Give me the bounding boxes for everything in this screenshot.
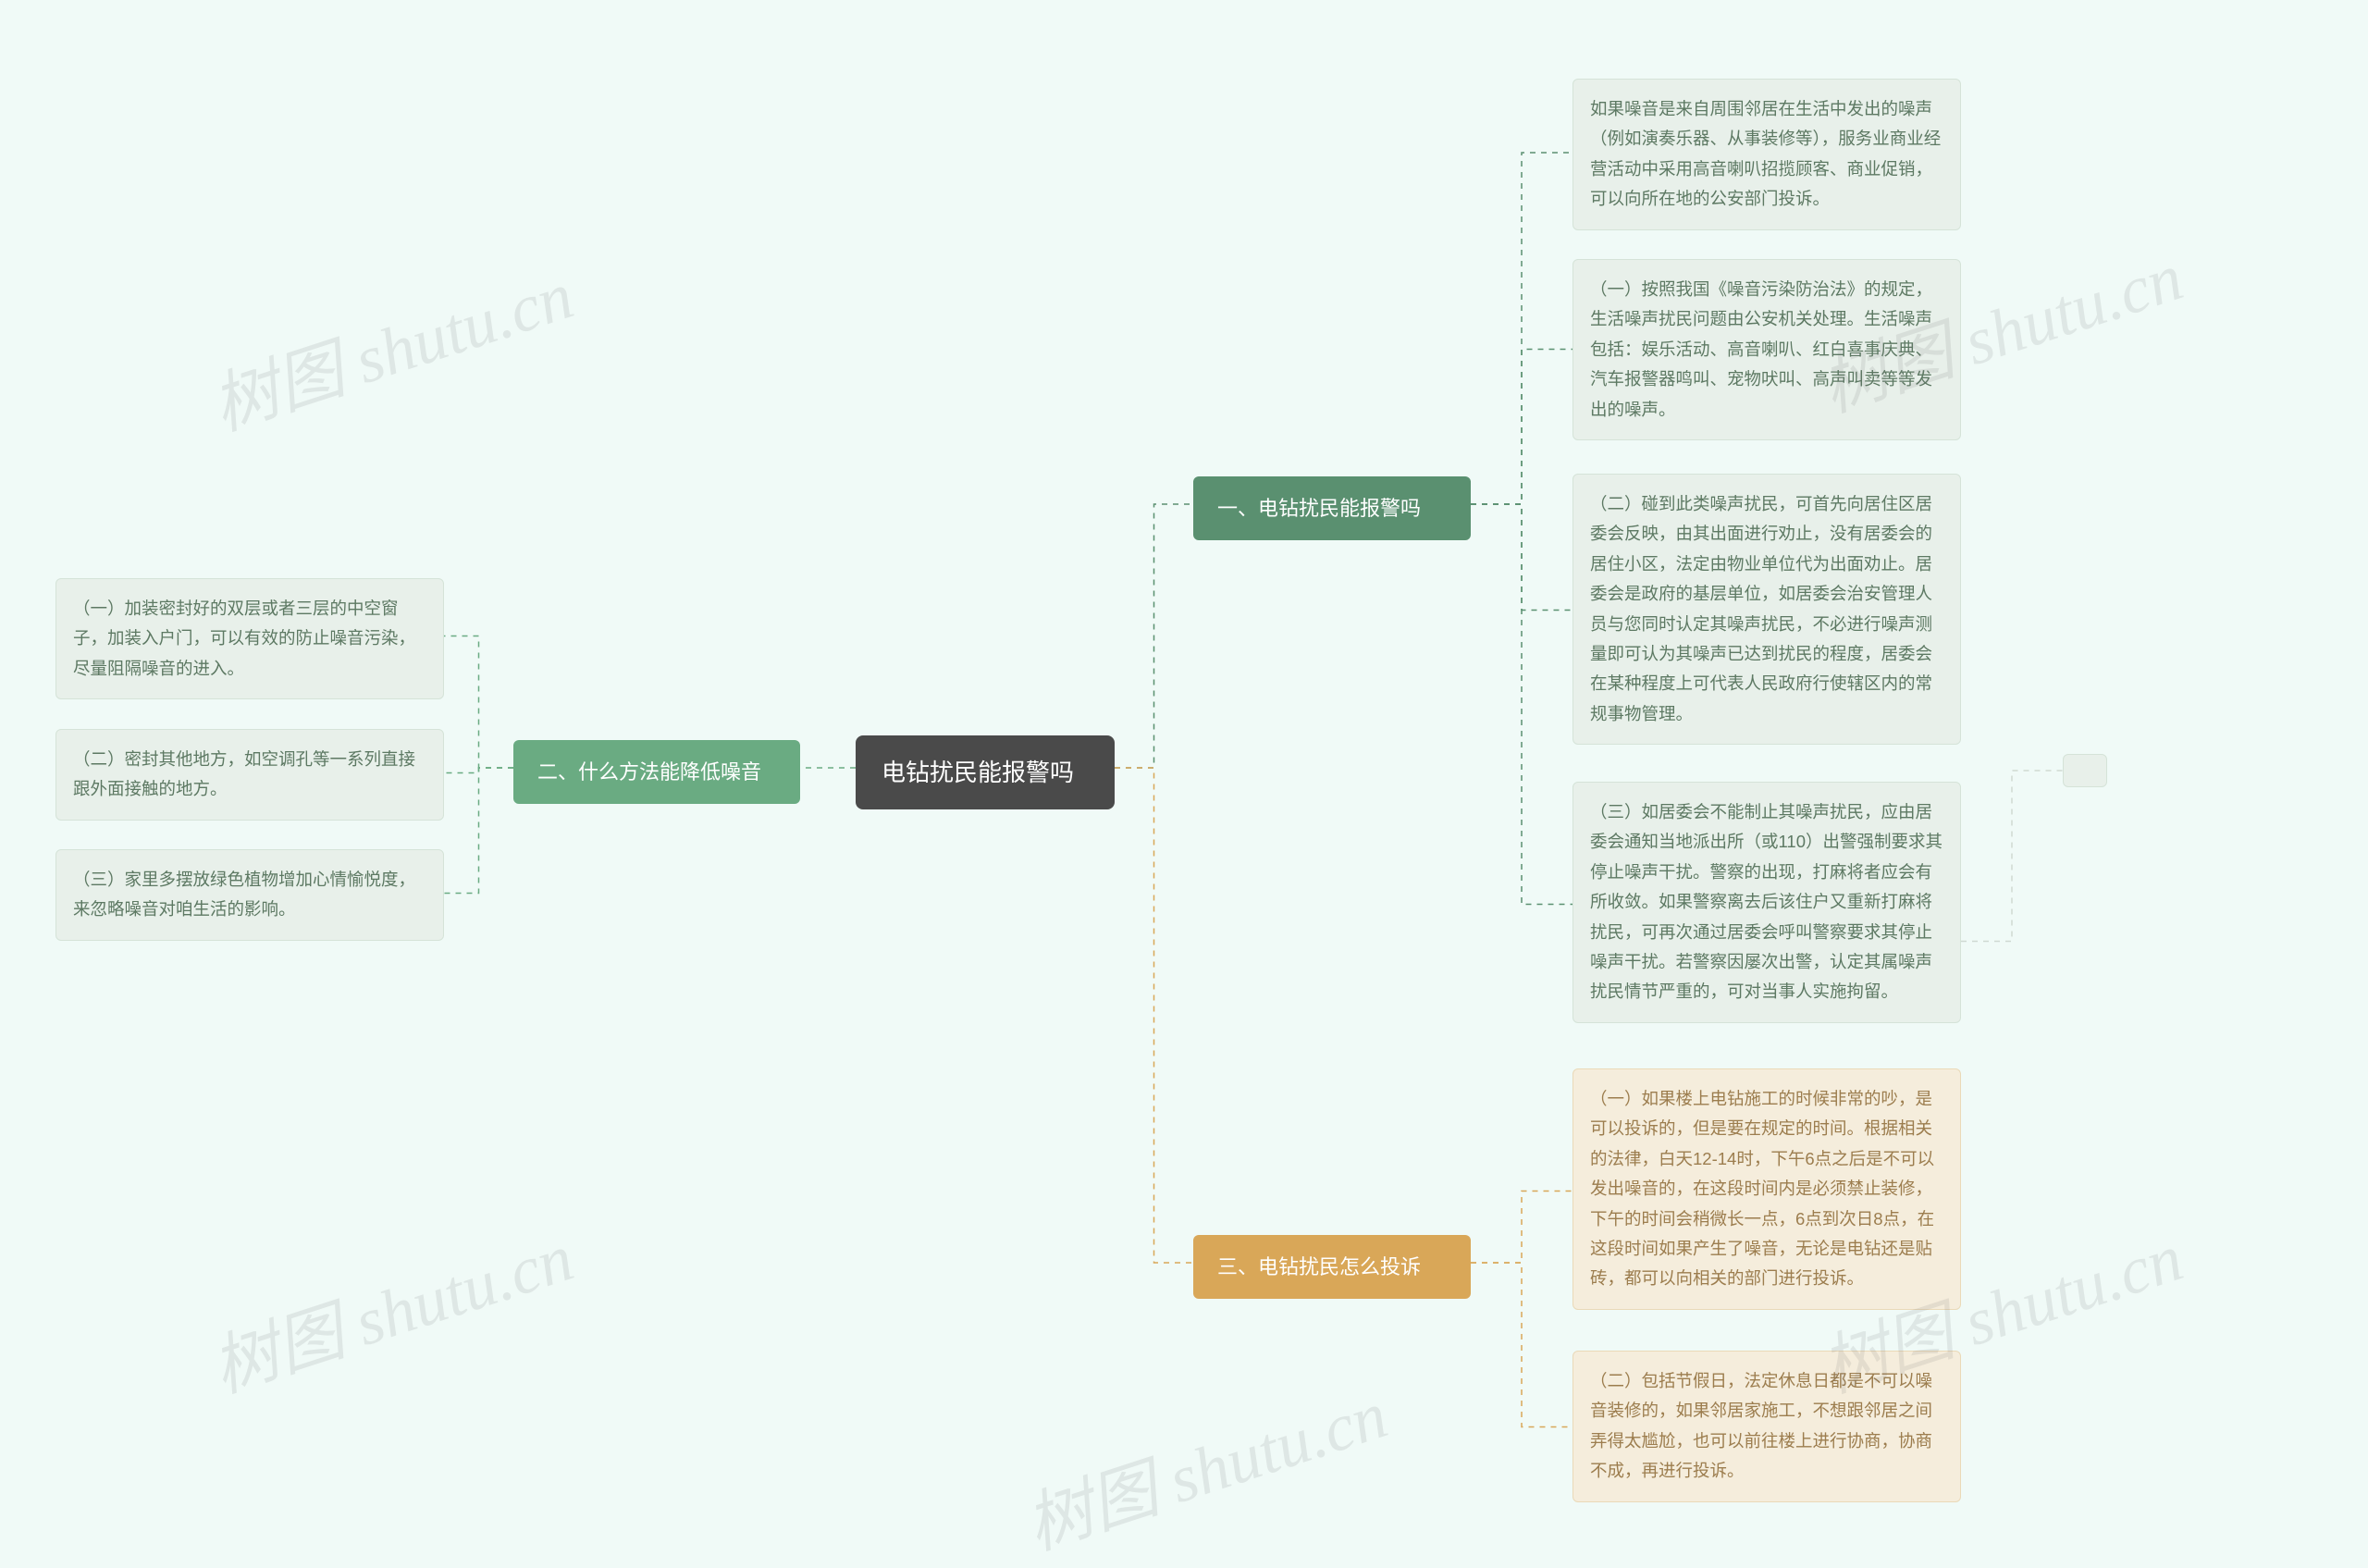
branch-2-leaf-1: （一）加装密封好的双层或者三层的中空窗子，加装入户门，可以有效的防止噪音污染，尽… — [56, 578, 444, 699]
branch-3-leaf-2: （二）包括节假日，法定休息日都是不可以噪音装修的，如果邻居家施工，不想跟邻居之间… — [1572, 1351, 1961, 1502]
branch-2: 二、什么方法能降低噪音 — [513, 740, 800, 804]
branch-3: 三、电钻扰民怎么投诉 — [1193, 1235, 1471, 1299]
watermark: 树图 shutu.cn — [1012, 1360, 1398, 1568]
branch-2-leaf-3: （三）家里多摆放绿色植物增加心情愉悦度，来忽略噪音对咱生活的影响。 — [56, 849, 444, 941]
branch-1-leaf-4: （三）如居委会不能制止其噪声扰民，应由居委会通知当地派出所（或110）出警强制要… — [1572, 782, 1961, 1023]
branch-2-leaf-2: （二）密封其他地方，如空调孔等一系列直接跟外面接触的地方。 — [56, 729, 444, 821]
mindmap-root: 电钻扰民能报警吗 — [856, 735, 1115, 809]
watermark: 树图 shutu.cn — [198, 1203, 584, 1411]
branch-1-leaf-2: （一）按照我国《噪音污染防治法》的规定，生活噪声扰民问题由公安机关处理。生活噪声… — [1572, 259, 1961, 440]
extra-stub — [2063, 754, 2107, 787]
watermark: 树图 shutu.cn — [198, 241, 584, 449]
branch-1-leaf-3: （二）碰到此类噪声扰民，可首先向居住区居委会反映，由其出面进行劝止，没有居委会的… — [1572, 474, 1961, 745]
branch-1: 一、电钻扰民能报警吗 — [1193, 476, 1471, 540]
branch-1-leaf-1: 如果噪音是来自周围邻居在生活中发出的噪声（例如演奏乐器、从事装修等），服务业商业… — [1572, 79, 1961, 230]
branch-3-leaf-1: （一）如果楼上电钻施工的时候非常的吵，是可以投诉的，但是要在规定的时间。根据相关… — [1572, 1068, 1961, 1310]
